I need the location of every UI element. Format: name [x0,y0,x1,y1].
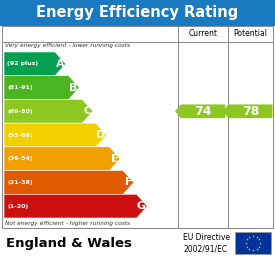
Text: (92 plus): (92 plus) [7,61,38,66]
Text: EU Directive
2002/91/EC: EU Directive 2002/91/EC [183,233,230,253]
Text: (81-91): (81-91) [7,85,33,90]
Text: 78: 78 [242,105,259,118]
Polygon shape [4,171,134,194]
Polygon shape [4,123,106,147]
Polygon shape [4,52,66,76]
Polygon shape [4,76,79,99]
Text: (21-38): (21-38) [7,180,33,185]
Text: (55-68): (55-68) [7,133,33,138]
Text: C: C [83,106,91,116]
Text: Very energy efficient - lower running costs: Very energy efficient - lower running co… [5,43,130,48]
Text: (69-80): (69-80) [7,109,32,114]
Text: E: E [111,154,119,164]
Text: Not energy efficient - higher running costs: Not energy efficient - higher running co… [5,221,130,226]
Text: 74: 74 [194,105,212,118]
Text: D: D [96,130,105,140]
Text: Current: Current [188,29,218,38]
Text: (39-54): (39-54) [7,156,33,161]
Text: England & Wales: England & Wales [6,237,132,249]
Text: A: A [56,59,64,69]
Polygon shape [4,147,120,171]
Text: (1-20): (1-20) [7,204,28,209]
Polygon shape [4,99,93,123]
Text: F: F [125,178,132,187]
Polygon shape [222,104,273,118]
Bar [0,0,275,26]
Text: Energy Efficiency Rating: Energy Efficiency Rating [36,5,239,20]
Text: G: G [137,201,146,211]
Polygon shape [175,104,225,118]
Text: Potential: Potential [233,29,268,38]
Text: B: B [69,83,78,93]
Polygon shape [4,194,147,218]
Bar [2,26,273,228]
Bar [235,232,271,254]
